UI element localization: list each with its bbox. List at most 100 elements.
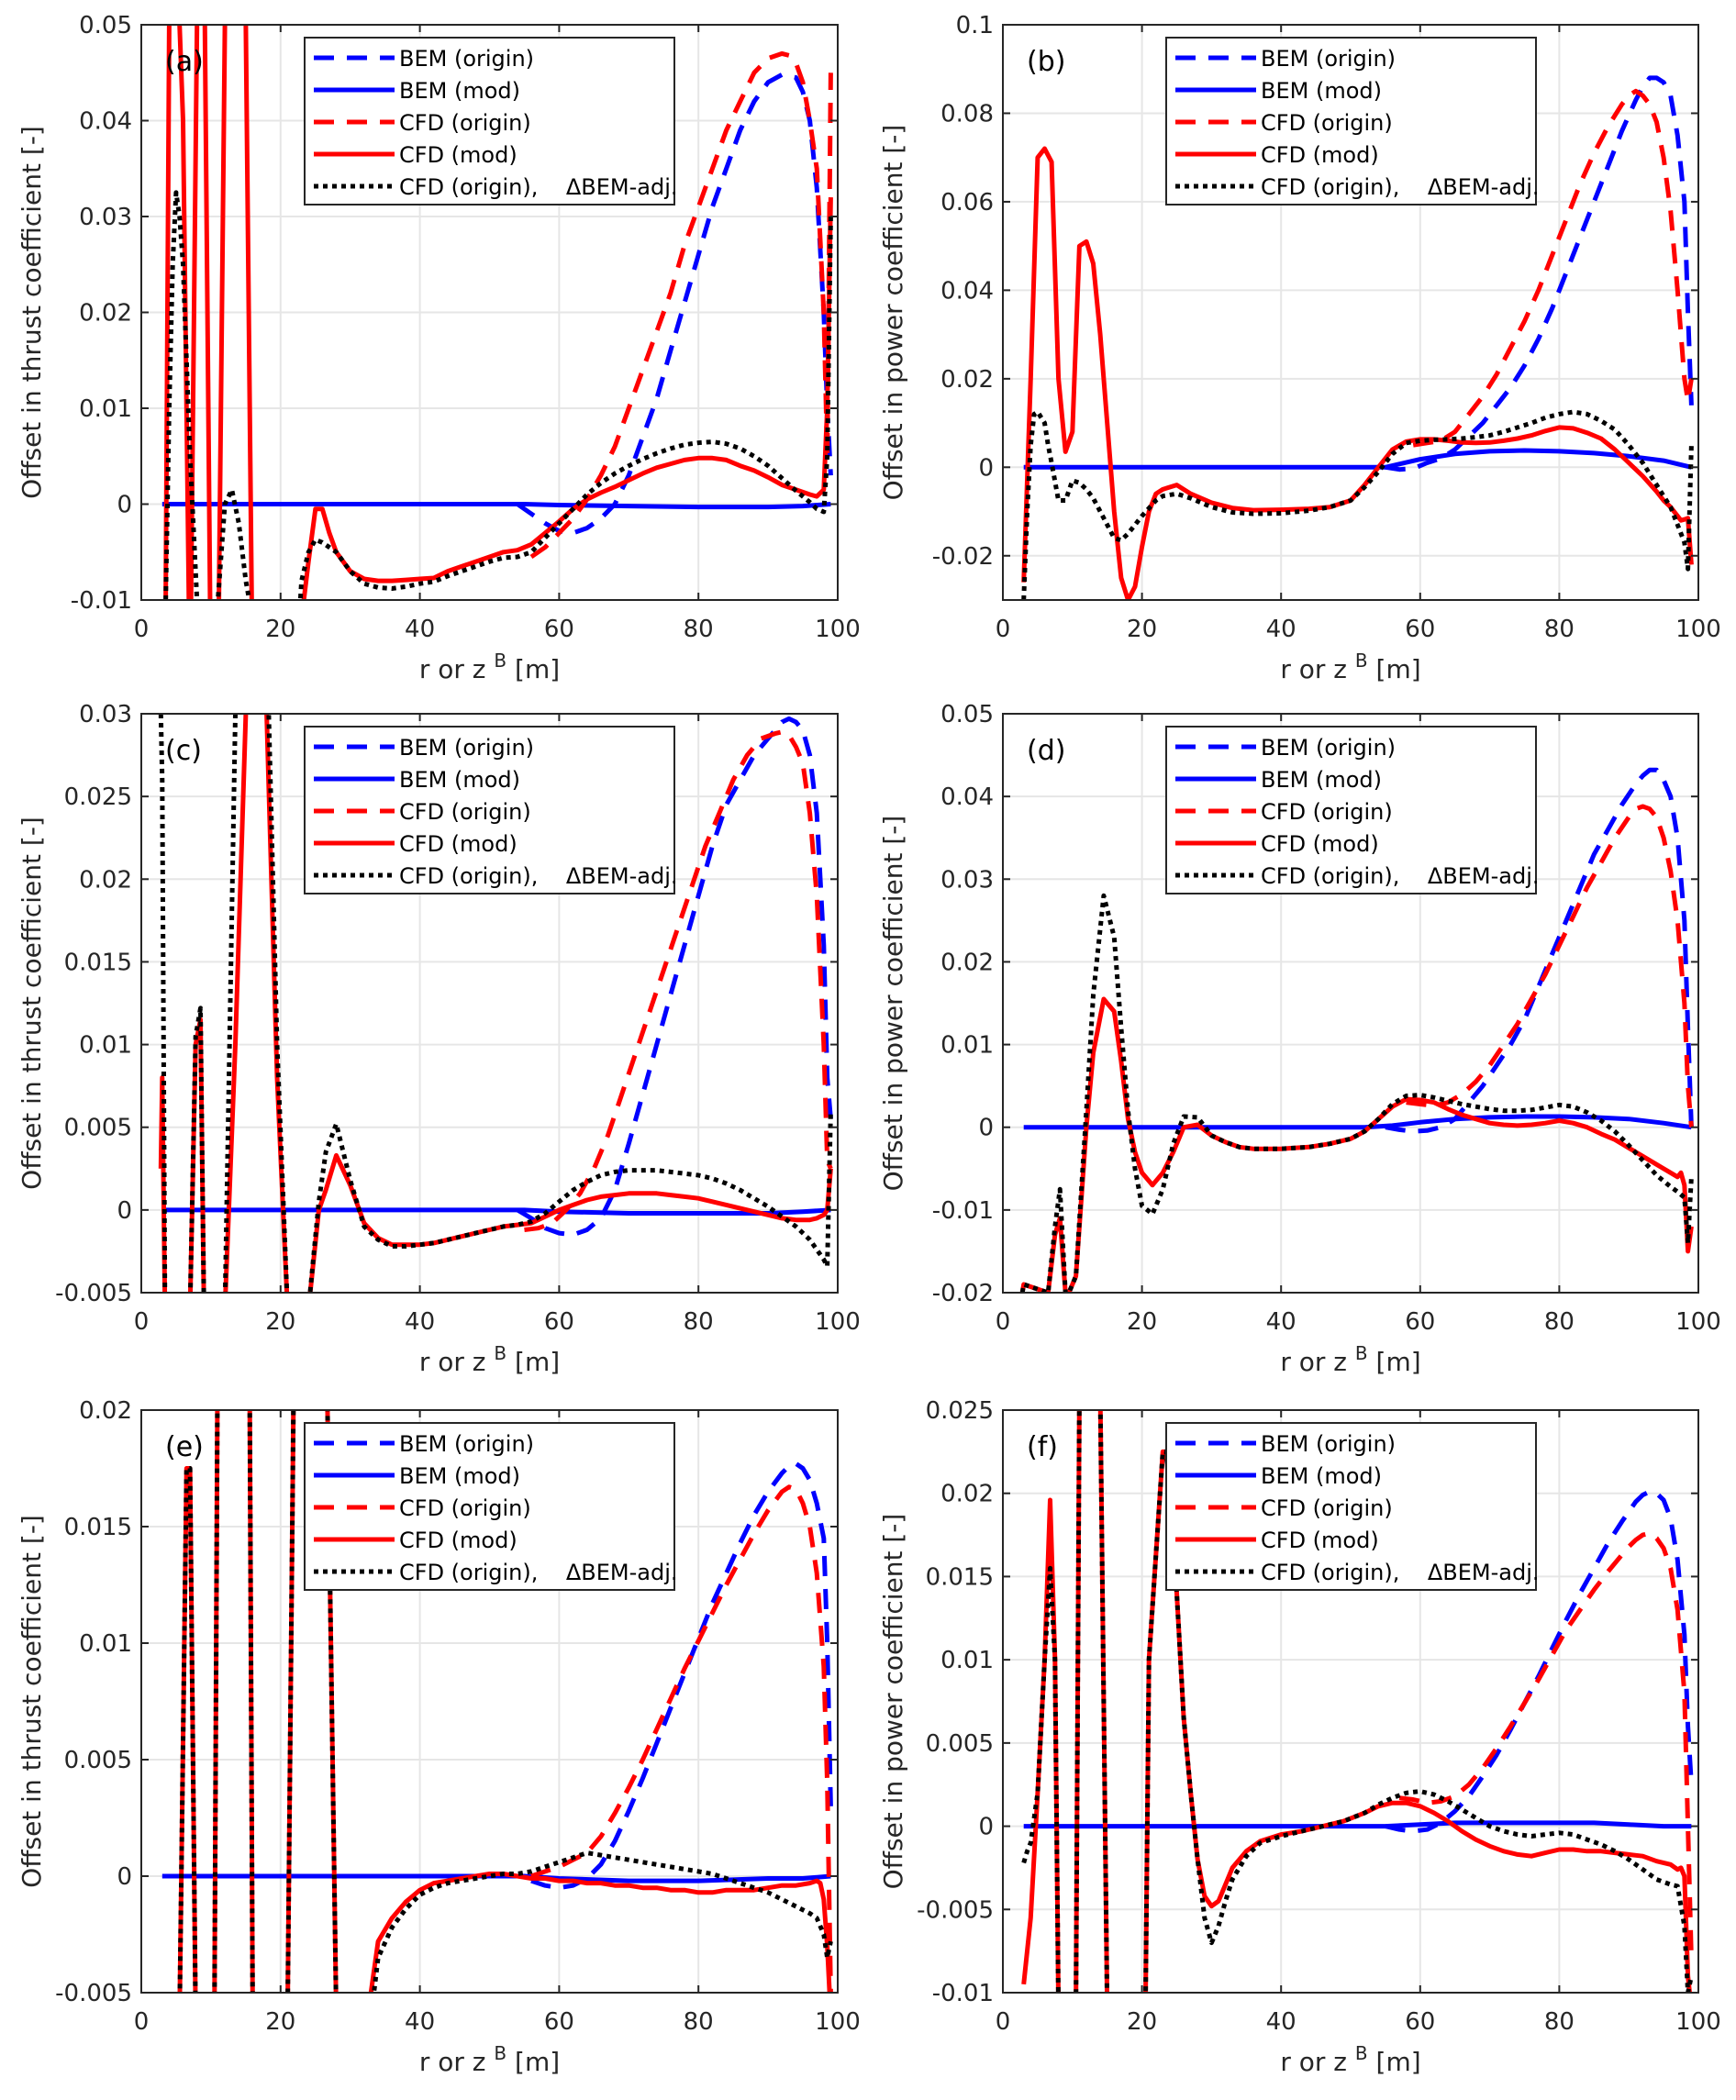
legend-label: CFD (origin)	[1261, 799, 1393, 825]
x-tick-label: 0	[996, 616, 1011, 643]
y-tick-label: 0.02	[79, 1397, 132, 1425]
series-cfd-origin-bem-adj	[1019, 893, 1694, 1293]
y-tick-label: 0.02	[79, 866, 132, 894]
axes-box	[1002, 713, 1699, 1294]
y-tick-label: 0.005	[926, 1730, 994, 1758]
y-tick-label: -0.02	[932, 543, 994, 571]
legend-label: BEM (mod)	[1261, 78, 1382, 104]
y-tick-label: -0.005	[55, 1280, 132, 1307]
series-cfd-origin	[1406, 804, 1694, 1128]
y-axis-label: Offset in thrust coefficient [-]	[17, 126, 47, 499]
x-axis-label: r or z B [m]	[419, 1342, 560, 1377]
legend-label: BEM (origin)	[399, 1431, 534, 1457]
series-cfd-mod	[1019, 996, 1694, 1293]
y-tick-label: 0.02	[940, 366, 994, 394]
legend-label: BEM (mod)	[1261, 1463, 1382, 1489]
x-tick-label: 60	[544, 616, 574, 643]
series-group	[1021, 1410, 1694, 1993]
x-tick-label: 60	[1405, 2008, 1435, 2036]
x-tick-label: 60	[544, 2008, 574, 2036]
legend-label: CFD (mod)	[1261, 1528, 1379, 1553]
x-tick-label: 20	[1127, 616, 1157, 643]
legend-label: CFD (origin), ΔBEM-adj.	[399, 174, 678, 200]
panel-label: (f)	[1027, 1431, 1058, 1463]
series-bem-origin	[1385, 767, 1694, 1134]
y-tick-label: 0.01	[79, 1032, 132, 1060]
y-tick-label: -0.005	[55, 1980, 132, 2007]
series-bem-origin	[530, 1461, 833, 1891]
x-tick-label: 80	[1544, 1308, 1575, 1336]
y-tick-label: 0	[117, 1863, 132, 1891]
legend-label: CFD (origin)	[399, 799, 531, 825]
series-cfd-origin-bem-adj	[177, 1410, 833, 1993]
legend-label: BEM (origin)	[399, 735, 534, 761]
y-tick-label: 0	[978, 1814, 994, 1841]
y-tick-label: 0.03	[79, 701, 132, 728]
y-tick-label: -0.005	[917, 1896, 994, 1924]
x-tick-label: 20	[265, 2008, 295, 2036]
y-tick-label: -0.01	[932, 1197, 994, 1225]
x-axis-label: r or z B [m]	[1280, 650, 1420, 684]
series-cfd-origin	[1398, 1530, 1694, 1960]
series-cfd-origin-bem-adj	[163, 190, 833, 600]
y-tick-label: 0.1	[956, 12, 994, 39]
series-group	[1019, 767, 1694, 1293]
x-tick-label: 0	[996, 2008, 1011, 2036]
x-tick-label: 100	[1675, 616, 1721, 643]
x-tick-label: 20	[1127, 1308, 1157, 1336]
x-tick-label: 100	[1675, 2008, 1721, 2036]
panel-f: 0 20 40 60 80 100 -0.01 -0.005 0 0.005 0.01 0.015 0.…	[878, 1397, 1721, 2077]
legend-label: BEM (mod)	[399, 78, 520, 104]
y-tick-label: 0.08	[940, 100, 994, 128]
series-cfd-origin	[1412, 88, 1694, 448]
y-tick-label: 0.015	[926, 1563, 994, 1591]
y-tick-label: 0.015	[64, 949, 132, 976]
legend-label: BEM (origin)	[1261, 1431, 1396, 1457]
legend-label: BEM (mod)	[399, 1463, 520, 1489]
series-bem-mod	[161, 1207, 831, 1216]
series-group	[161, 25, 833, 600]
y-tick-label: 0.02	[940, 949, 994, 976]
legend-label: CFD (origin)	[399, 1495, 531, 1521]
y-axis-label: Offset in power coefficient [-]	[878, 816, 908, 1192]
x-tick-label: 20	[265, 1308, 295, 1336]
x-tick-label: 60	[1405, 616, 1435, 643]
legend-label: CFD (origin), ΔBEM-adj.	[1261, 863, 1540, 889]
series-bem-mod	[161, 1873, 831, 1883]
y-tick-label: 0.02	[79, 300, 132, 328]
x-tick-label: 40	[1266, 616, 1296, 643]
y-tick-label: 0.025	[926, 1397, 994, 1425]
x-tick-label: 20	[265, 616, 295, 643]
x-tick-label: 80	[684, 2008, 714, 2036]
x-tick-label: 0	[134, 2008, 150, 2036]
panel-label: (a)	[165, 46, 204, 78]
series-cfd-origin-bem-adj	[1021, 1410, 1694, 1993]
y-axis-label: Offset in thrust coefficient [-]	[17, 1515, 47, 1888]
y-tick-label: 0.05	[79, 12, 132, 39]
x-tick-label: 20	[1127, 2008, 1157, 2036]
legend-label: CFD (origin), ΔBEM-adj.	[1261, 174, 1540, 200]
axes-box	[140, 713, 839, 1294]
x-tick-label: 60	[544, 1308, 574, 1336]
x-tick-label: 0	[996, 1308, 1011, 1336]
y-tick-label: 0.04	[79, 108, 132, 136]
legend-label: CFD (origin), ΔBEM-adj.	[399, 863, 678, 889]
axes-box	[1002, 24, 1699, 601]
y-tick-label: 0.005	[64, 1115, 132, 1142]
legend-label: BEM (origin)	[399, 46, 534, 72]
x-tick-label: 100	[815, 1308, 861, 1336]
legend: BEM (origin) BEM (mod) CFD (origin) CFD (mo…	[304, 37, 678, 206]
series-group	[1021, 75, 1694, 600]
y-axis-label: Offset in power coefficient [-]	[878, 1514, 908, 1890]
y-tick-label: 0.04	[940, 783, 994, 811]
x-tick-label: 100	[815, 616, 861, 643]
x-tick-label: 40	[1266, 2008, 1296, 2036]
y-tick-label: 0.03	[940, 866, 994, 894]
x-tick-label: 40	[405, 2008, 435, 2036]
y-tick-label: 0.05	[940, 701, 994, 728]
panel-a: 0 20 40 60 80 100-0.0100.010.020.030.040.05r …	[17, 12, 861, 684]
y-tick-label: 0.005	[64, 1747, 132, 1774]
x-tick-label: 40	[1266, 1308, 1296, 1336]
series-group	[161, 1410, 833, 1993]
